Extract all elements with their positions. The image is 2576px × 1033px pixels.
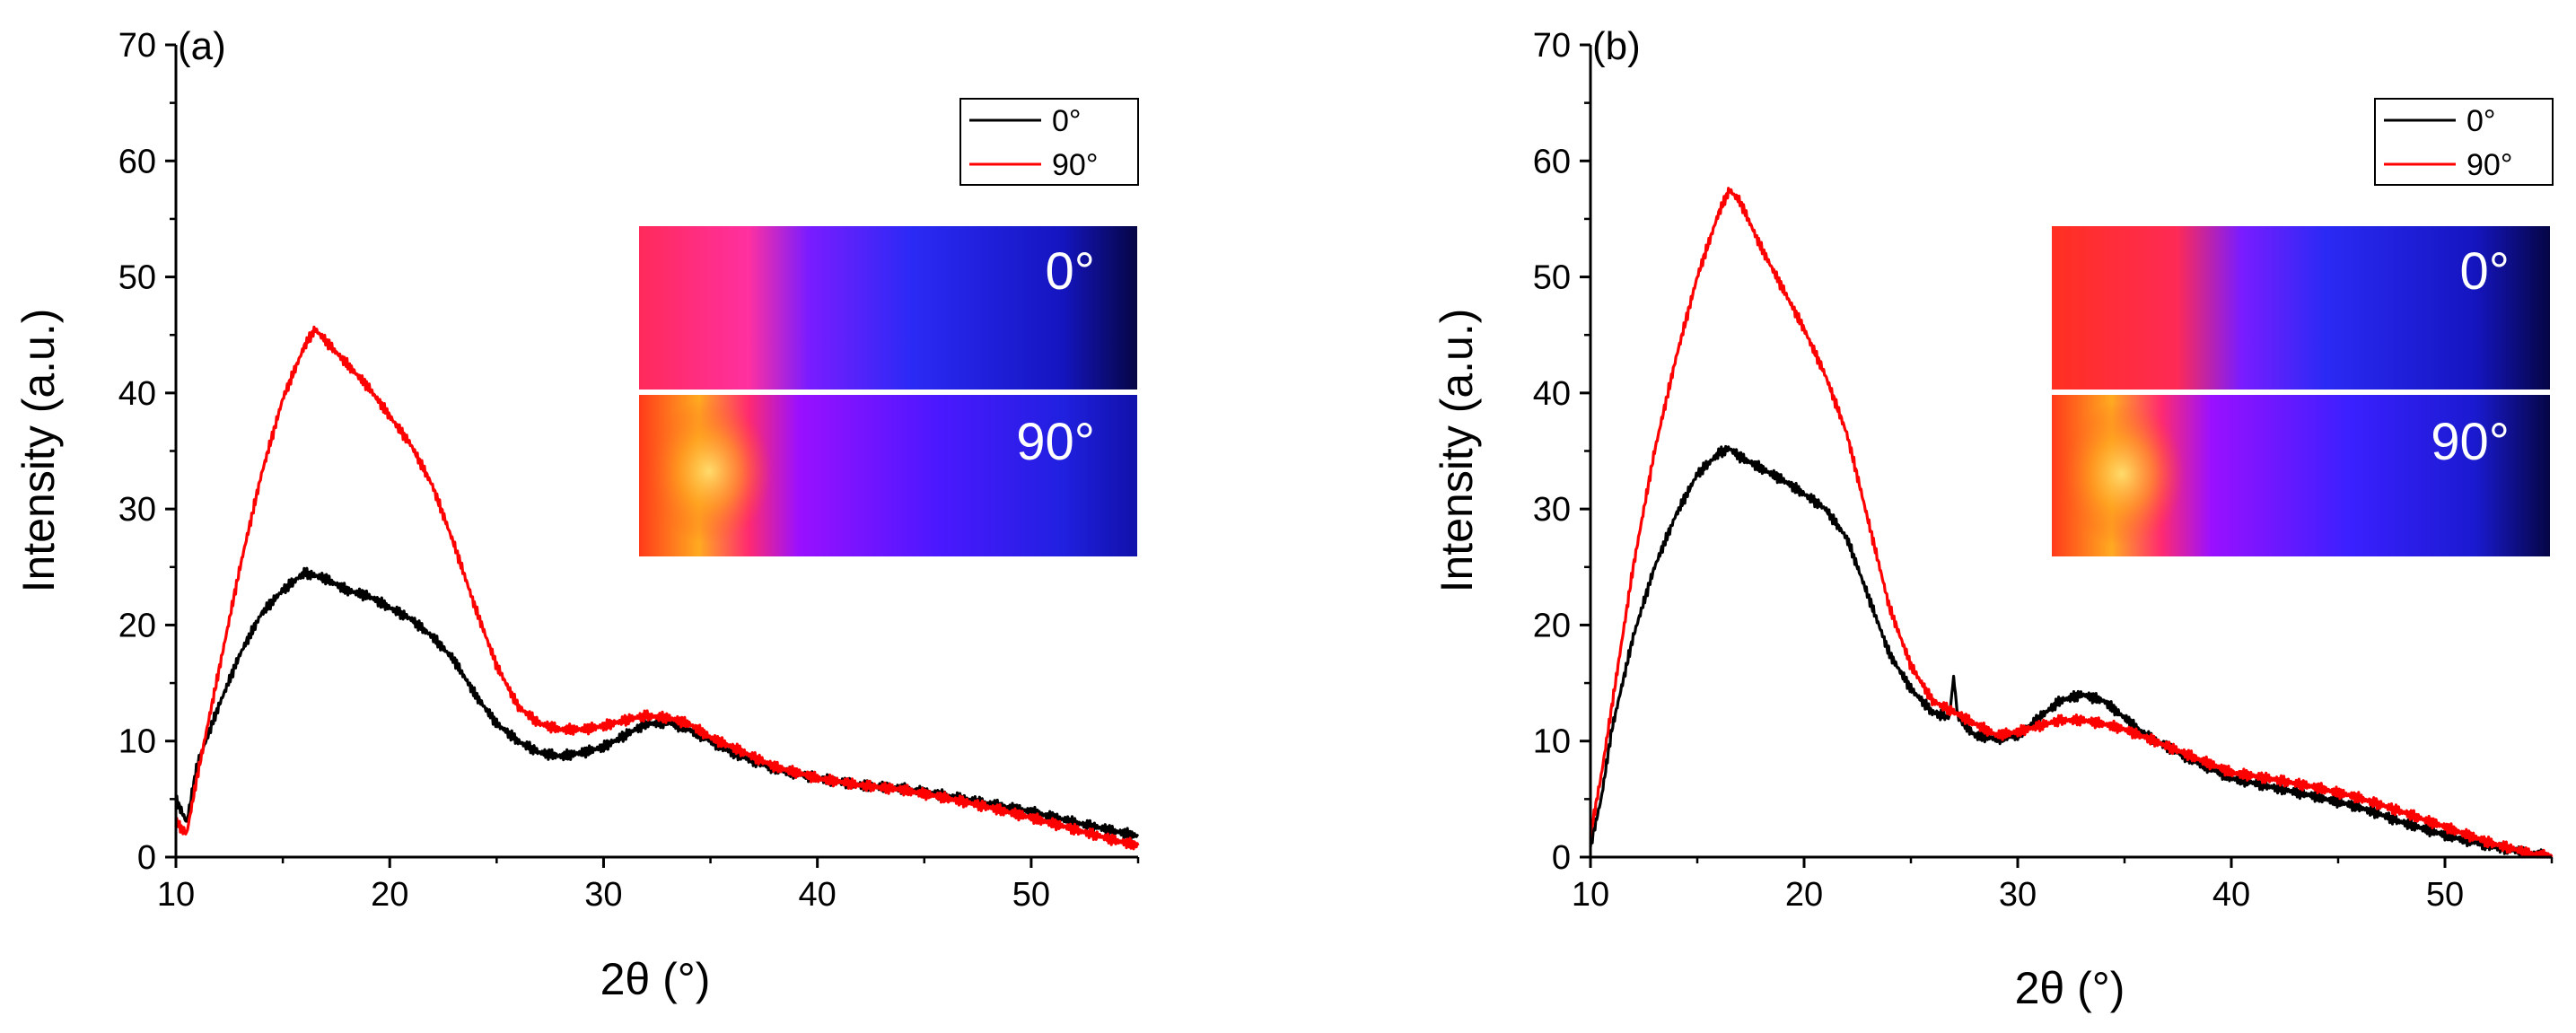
x-tick-label: 10 [157, 876, 195, 914]
y-tick-label: 10 [118, 723, 156, 761]
legend-box [2374, 98, 2554, 186]
x-tick-label: 40 [799, 876, 837, 914]
y-tick-label: 60 [118, 143, 156, 180]
y-tick-label: 10 [1533, 723, 1571, 761]
y-tick-label: 50 [118, 259, 156, 297]
inset-label-0: 0° [2460, 242, 2510, 301]
x-tick-label: 30 [584, 876, 622, 914]
inset-image-0deg [2052, 226, 2550, 390]
inset-hotspot [2059, 402, 2185, 546]
legend: 0° 90° [959, 98, 1139, 186]
inset-divider [2052, 390, 2550, 395]
y-tick-label: 50 [1533, 259, 1571, 297]
inset-divider [639, 390, 1137, 395]
inset-label-0: 0° [1046, 242, 1095, 301]
panel-label: (a) [178, 24, 226, 68]
x-tick-label: 20 [1785, 876, 1823, 914]
axes [1580, 43, 2554, 868]
series-line-90deg [1589, 187, 2554, 859]
y-tick-label: 70 [118, 27, 156, 65]
legend: 0° 90° [2374, 98, 2554, 186]
x-tick-label: 30 [1999, 876, 2037, 914]
legend-label-0deg: 0° [2466, 104, 2496, 138]
y-tick-label: 30 [118, 491, 156, 529]
y-tick-label: 0 [1552, 839, 1571, 877]
y-tick-label: 30 [1533, 491, 1571, 529]
y-tick-label: 70 [1533, 27, 1571, 65]
legend-box [959, 98, 1139, 186]
legend-label-0deg: 0° [1052, 104, 1082, 138]
x-tick-label: 50 [2426, 876, 2464, 914]
inset-label-90: 90° [2431, 413, 2510, 471]
inset-label-90: 90° [1016, 413, 1095, 471]
series-line-90deg [174, 325, 1140, 851]
inset-diffraction-images: 0° 90° [2052, 226, 2550, 556]
x-axis-title: 2θ (°) [600, 954, 711, 1004]
inset-image-0deg [639, 226, 1137, 390]
series-line-0deg [174, 566, 1140, 841]
y-tick-label: 40 [118, 375, 156, 413]
y-tick-label: 20 [1533, 607, 1571, 644]
y-tick-label: 60 [1533, 143, 1571, 180]
x-tick-label: 10 [1572, 876, 1609, 914]
series-layer [174, 325, 1140, 851]
y-tick-label: 20 [118, 607, 156, 644]
axes [165, 43, 1140, 868]
panel-label: (b) [1592, 24, 1641, 68]
x-tick-label: 20 [371, 876, 408, 914]
y-axis-title: Intensity (a.u.) [1432, 309, 1482, 593]
inset-diffraction-images: 0° 90° [639, 226, 1137, 556]
y-tick-label: 40 [1533, 375, 1571, 413]
series-layer [1589, 187, 2554, 859]
x-tick-label: 40 [2212, 876, 2250, 914]
inset-hotspot [646, 399, 772, 543]
y-axis-title: Intensity (a.u.) [13, 309, 64, 593]
series-line-0deg [1589, 444, 2554, 859]
legend-label-90deg: 90° [2466, 148, 2512, 182]
x-tick-label: 50 [1012, 876, 1050, 914]
legend-label-90deg: 90° [1052, 148, 1098, 182]
y-tick-label: 0 [137, 839, 156, 877]
x-axis-title: 2θ (°) [2015, 963, 2125, 1013]
